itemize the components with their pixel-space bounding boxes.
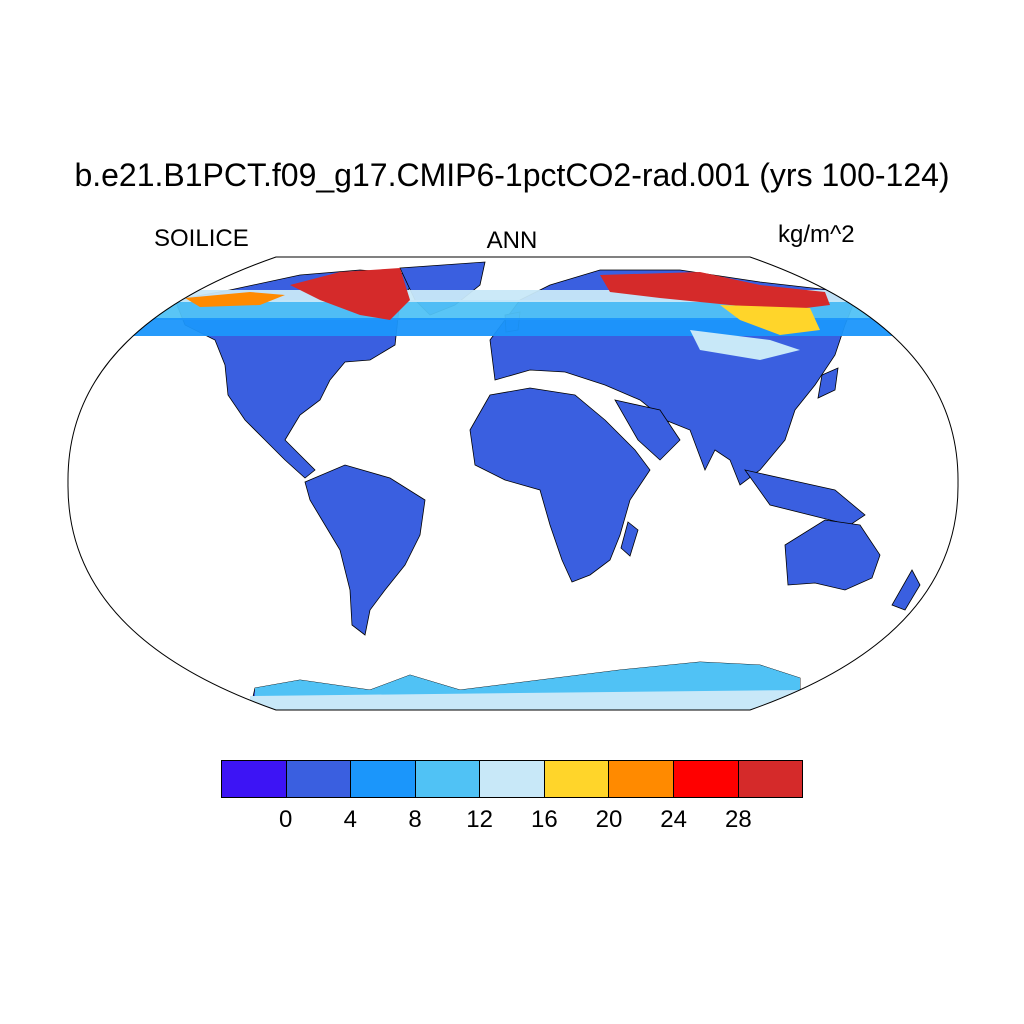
colorbar-box-7 <box>673 761 739 797</box>
central-asia-pale <box>690 330 800 360</box>
colorbar-box-2 <box>351 761 416 797</box>
plot-title: b.e21.B1PCT.f09_g17.CMIP6-1pctCO2-rad.00… <box>74 157 950 193</box>
canada-archipelago-high <box>290 268 410 320</box>
colorbar <box>221 760 803 798</box>
colorbar-box-6 <box>609 761 674 797</box>
siberia-mid <box>720 305 820 335</box>
colorbar-box-0 <box>222 761 287 797</box>
colorbar-tick-label: 28 <box>724 806 752 833</box>
siberia-high <box>600 272 830 310</box>
colorbar-tick-label: 0 <box>278 806 293 833</box>
band-8-12-north <box>67 318 959 336</box>
southeast-asia-islands <box>744 469 866 526</box>
australia <box>784 519 881 591</box>
madagascar <box>620 521 639 557</box>
season-label: ANN <box>486 227 538 254</box>
arabia <box>614 399 681 461</box>
japan <box>817 367 839 399</box>
band-16-20-north <box>67 290 959 302</box>
colorbar-box-4 <box>480 761 545 797</box>
south-america <box>304 464 426 636</box>
colorbar-box-5 <box>544 761 610 797</box>
colorbar-tick-label: 16 <box>530 806 558 833</box>
antarctica-rim <box>255 662 800 700</box>
map-border <box>67 256 959 711</box>
land-masses <box>67 261 959 710</box>
colorbar-tick-label: 8 <box>408 806 422 833</box>
colorbar-box-1 <box>286 761 352 797</box>
antarctica-interior <box>250 690 800 710</box>
colorbar-box-8 <box>738 761 803 797</box>
units-label: kg/m^2 <box>778 221 855 248</box>
alaska-high <box>185 292 285 307</box>
colorbar-tick-label: 12 <box>466 806 494 833</box>
variable-label: SOILICE <box>154 225 249 252</box>
colorbar-tick-label: 20 <box>595 806 623 833</box>
new-zealand <box>891 569 921 611</box>
colorbar-box-3 <box>415 761 481 797</box>
colorbar-tick-label: 24 <box>660 806 688 833</box>
africa <box>469 387 651 583</box>
colorbar-tick-label: 4 <box>343 806 358 833</box>
